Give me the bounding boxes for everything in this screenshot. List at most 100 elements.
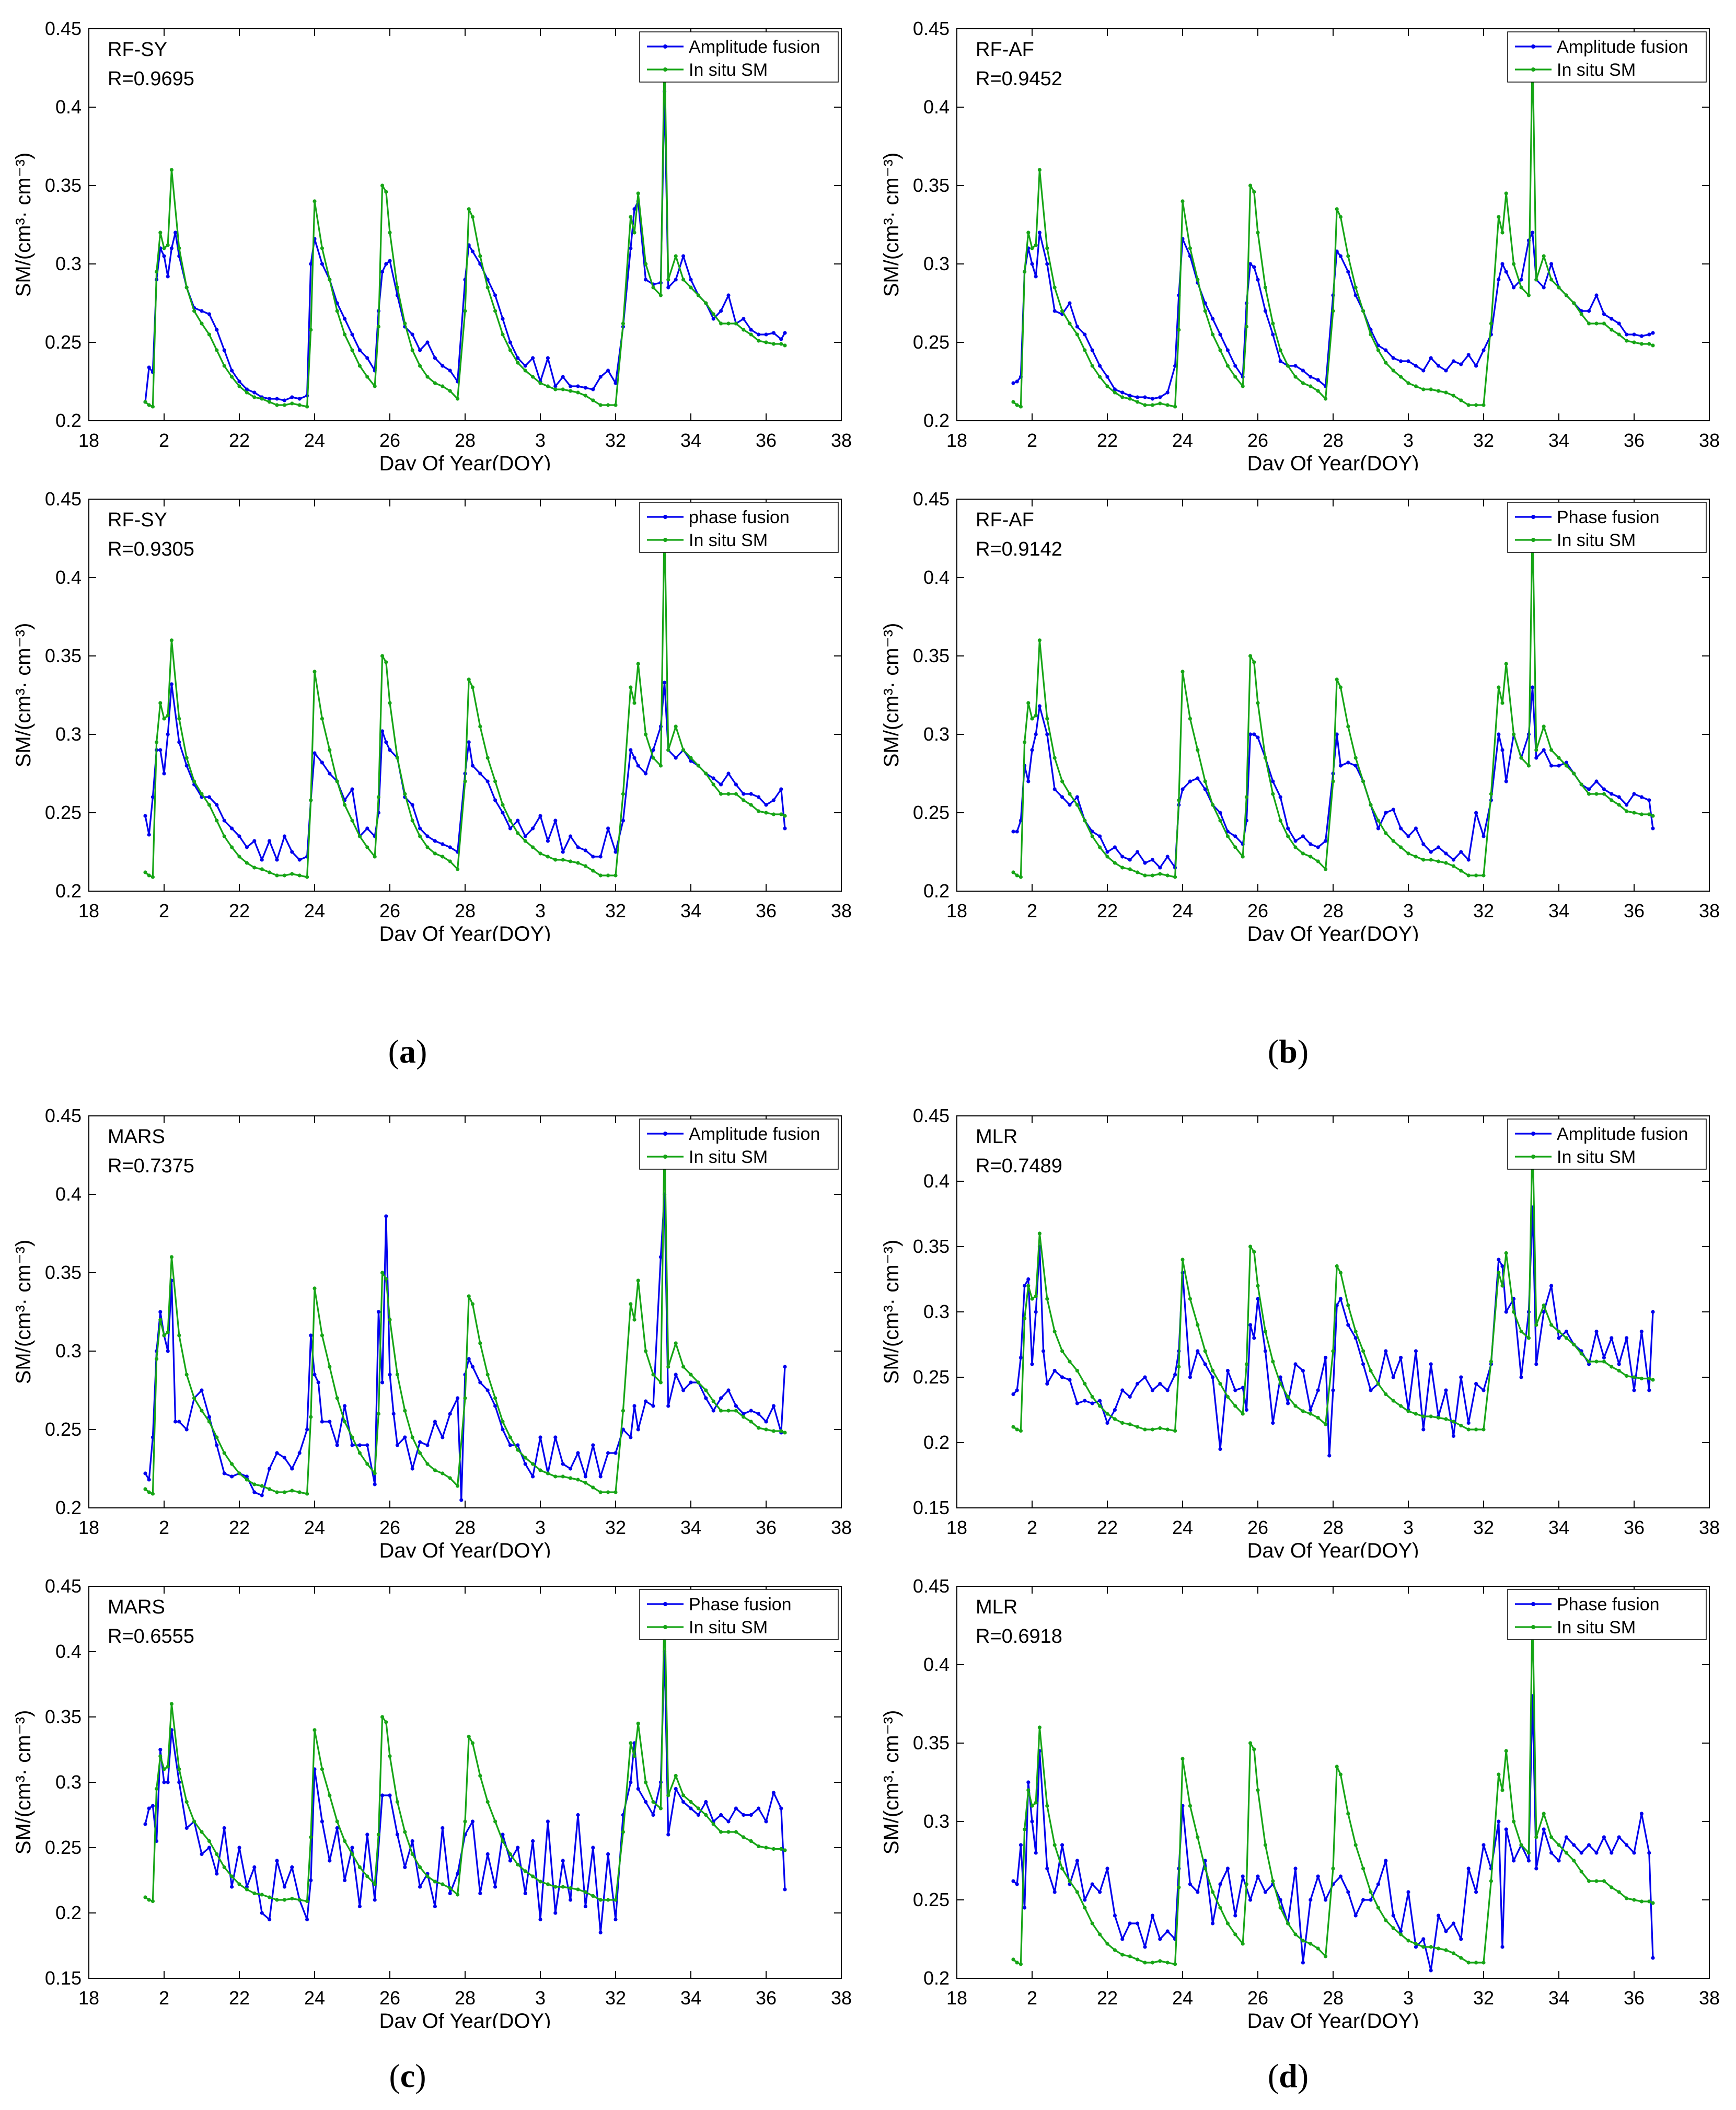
data-point <box>1090 1401 1094 1405</box>
x-axis-label: Day Of Year(DOY) <box>1247 1539 1419 1558</box>
data-point <box>1414 384 1418 388</box>
data-point <box>1639 1329 1644 1334</box>
data-point <box>1489 792 1493 796</box>
data-point <box>237 379 241 384</box>
data-point <box>380 1380 385 1385</box>
data-point <box>388 1318 392 1322</box>
data-point <box>636 1278 640 1283</box>
data-point <box>1594 293 1599 297</box>
data-point <box>1444 368 1448 373</box>
data-point <box>1549 262 1554 266</box>
data-point <box>395 1443 400 1447</box>
data-point <box>1165 1961 1170 1965</box>
data-point <box>222 1865 226 1870</box>
data-point <box>1271 1879 1275 1883</box>
data-point <box>1579 1352 1583 1356</box>
data-point <box>1211 1890 1215 1894</box>
x-tick-label: 22 <box>229 900 250 921</box>
data-point <box>1482 873 1486 878</box>
data-point <box>644 732 648 736</box>
data-point <box>282 1885 287 1889</box>
data-point <box>1406 834 1410 838</box>
data-point <box>433 1468 437 1472</box>
data-point <box>350 332 354 337</box>
y-tick-label: 0.2 <box>923 880 950 902</box>
data-point <box>1045 262 1049 266</box>
data-point <box>1587 1362 1591 1366</box>
data-point <box>576 1887 580 1892</box>
data-point <box>290 401 294 406</box>
data-point <box>158 748 163 752</box>
data-point <box>1632 332 1636 337</box>
data-point <box>1263 756 1267 760</box>
data-point <box>1602 1835 1606 1839</box>
data-point <box>1060 795 1064 799</box>
data-point <box>1421 858 1426 862</box>
data-point <box>1466 1961 1471 1965</box>
data-point <box>433 1880 437 1884</box>
data-point <box>1188 1297 1192 1301</box>
data-point <box>644 1399 648 1403</box>
data-point <box>493 1396 497 1400</box>
series-fusion <box>1011 1694 1655 1973</box>
data-point <box>501 1427 505 1432</box>
data-point <box>1196 278 1200 282</box>
data-point <box>456 1396 460 1400</box>
data-point <box>1026 701 1031 705</box>
y-axis-label: SM/(cm³· cm⁻³) <box>880 623 903 768</box>
data-point <box>1211 1921 1215 1925</box>
data-point <box>658 1380 663 1385</box>
y-tick-label: 0.2 <box>923 1432 950 1453</box>
data-point <box>1026 1284 1031 1288</box>
data-point <box>1421 387 1426 391</box>
data-point <box>1557 764 1561 768</box>
data-point <box>711 1409 715 1413</box>
data-point <box>1564 1835 1568 1839</box>
data-point <box>1549 764 1554 768</box>
data-point <box>1181 1757 1185 1761</box>
data-point <box>757 1806 761 1811</box>
data-point <box>320 1767 325 1771</box>
data-point <box>410 1435 414 1439</box>
data-point <box>1444 1948 1448 1952</box>
data-point <box>470 764 475 768</box>
data-point <box>245 1885 249 1889</box>
data-point <box>501 1832 505 1837</box>
data-point <box>252 1482 257 1486</box>
data-point <box>1474 364 1478 368</box>
data-point <box>166 1765 170 1769</box>
data-point <box>531 1839 535 1843</box>
data-point <box>704 1800 708 1804</box>
data-point <box>516 1443 520 1447</box>
data-point <box>1331 779 1335 783</box>
data-point <box>267 839 272 843</box>
data-point <box>1241 384 1245 388</box>
data-point <box>764 1420 768 1424</box>
y-tick-label: 0.25 <box>913 1366 950 1388</box>
data-point <box>1225 364 1230 368</box>
data-point <box>467 1357 471 1361</box>
data-point <box>614 1917 618 1922</box>
data-point <box>1075 325 1079 329</box>
data-point <box>1346 1323 1350 1327</box>
data-point <box>1369 1368 1373 1373</box>
x-tick-label: 18 <box>946 1517 967 1538</box>
y-tick-label: 0.2 <box>923 1967 950 1989</box>
data-point <box>1316 845 1320 849</box>
data-point <box>1500 262 1504 266</box>
x-tick-label: 28 <box>1323 900 1344 921</box>
data-point <box>166 1330 170 1334</box>
data-point <box>470 1741 475 1745</box>
data-point <box>388 1373 392 1377</box>
data-point <box>561 375 565 379</box>
data-point <box>1632 1388 1636 1392</box>
data-point <box>1594 1851 1599 1855</box>
data-point <box>493 779 497 783</box>
data-point <box>215 348 219 352</box>
data-point <box>1474 403 1478 407</box>
data-point <box>696 1380 700 1385</box>
legend-box <box>639 502 839 553</box>
data-point <box>606 403 610 407</box>
data-point <box>260 858 264 862</box>
data-point <box>343 1404 347 1408</box>
